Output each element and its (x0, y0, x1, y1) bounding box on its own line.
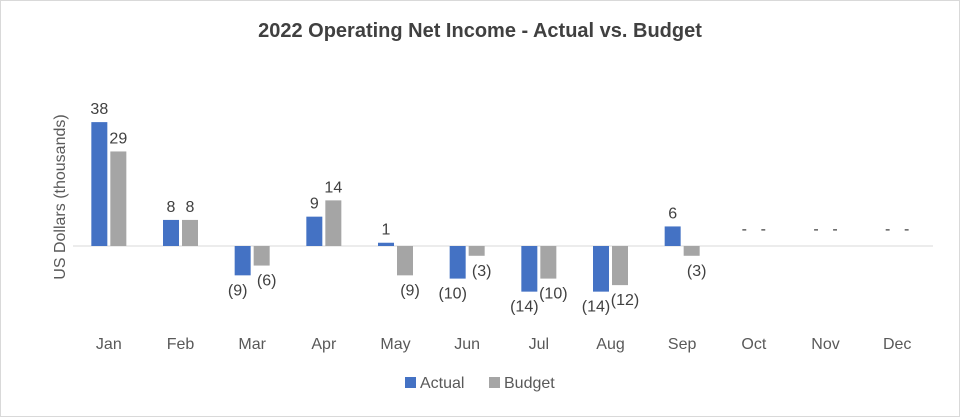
bar-actual-jun (449, 246, 466, 279)
x-tick-feb: Feb (167, 336, 195, 353)
legend: Actual Budget (405, 375, 555, 392)
y-axis-title: US Dollars (thousands) (52, 114, 69, 279)
chart-title: 2022 Operating Net Income - Actual vs. B… (258, 20, 702, 42)
bar-budget-jun (468, 246, 485, 256)
data-label-budget-oct: - (761, 221, 766, 238)
data-label-budget-feb: 8 (186, 199, 195, 216)
bar-budget-feb (182, 219, 198, 246)
data-label-actual-jun: (10) (438, 286, 466, 303)
data-label-actual-jul: (14) (510, 299, 538, 316)
data-label-budget-jun: (3) (472, 263, 492, 280)
bar-actual-mar (234, 246, 251, 276)
data-label-budget-jan: 29 (109, 130, 127, 147)
bar-budget-mar (253, 246, 270, 266)
data-label-budget-sep: (3) (687, 263, 707, 280)
x-tick-nov: Nov (811, 336, 839, 353)
data-label-actual-jan: 38 (90, 101, 108, 118)
bar-budget-may (397, 246, 413, 276)
bar-budget-sep (683, 246, 700, 256)
data-label-actual-nov: - (813, 221, 818, 238)
bar-actual-may (378, 242, 394, 246)
x-tick-oct: Oct (741, 336, 766, 353)
x-tick-aug: Aug (596, 336, 624, 353)
x-tick-may: May (380, 336, 410, 353)
bar-actual-aug (593, 246, 609, 292)
bar-budget-jul (540, 246, 557, 279)
data-label-actual-aug: (14) (582, 299, 610, 316)
legend-swatch-actual (405, 377, 416, 388)
data-label-actual-mar: (9) (228, 282, 248, 299)
legend-label-budget: Budget (504, 375, 555, 392)
data-label-budget-dec: - (904, 221, 909, 238)
bar-actual-feb (163, 219, 179, 246)
data-label-budget-jul: (10) (539, 286, 567, 303)
data-label-budget-aug: (12) (611, 292, 639, 309)
x-tick-dec: Dec (883, 336, 911, 353)
legend-swatch-budget (489, 377, 500, 388)
data-label-actual-may: 1 (382, 222, 391, 239)
data-label-actual-oct: - (742, 221, 747, 238)
data-label-actual-dec: - (885, 221, 890, 238)
bar-actual-sep (664, 226, 681, 246)
x-tick-jan: Jan (96, 336, 122, 353)
data-label-actual-sep: 6 (668, 205, 677, 222)
data-label-budget-may: (9) (400, 282, 420, 299)
x-tick-sep: Sep (668, 336, 697, 353)
data-label-actual-feb: 8 (167, 199, 176, 216)
bar-actual-jan (91, 122, 108, 246)
data-label-budget-mar: (6) (257, 273, 277, 290)
data-label-budget-nov: - (832, 221, 837, 238)
bar-budget-aug (612, 246, 628, 286)
x-tick-jul: Jul (529, 336, 549, 353)
data-label-actual-apr: 9 (310, 196, 319, 213)
x-tick-jun: Jun (454, 336, 480, 353)
bar-actual-jul (521, 246, 538, 292)
bar-budget-apr (325, 200, 342, 246)
legend-label-actual: Actual (420, 375, 464, 392)
x-tick-mar: Mar (238, 336, 266, 353)
x-tick-apr: Apr (311, 336, 337, 353)
data-label-budget-apr: 14 (324, 179, 342, 196)
bar-actual-apr (306, 216, 323, 246)
bar-budget-jan (110, 151, 127, 246)
